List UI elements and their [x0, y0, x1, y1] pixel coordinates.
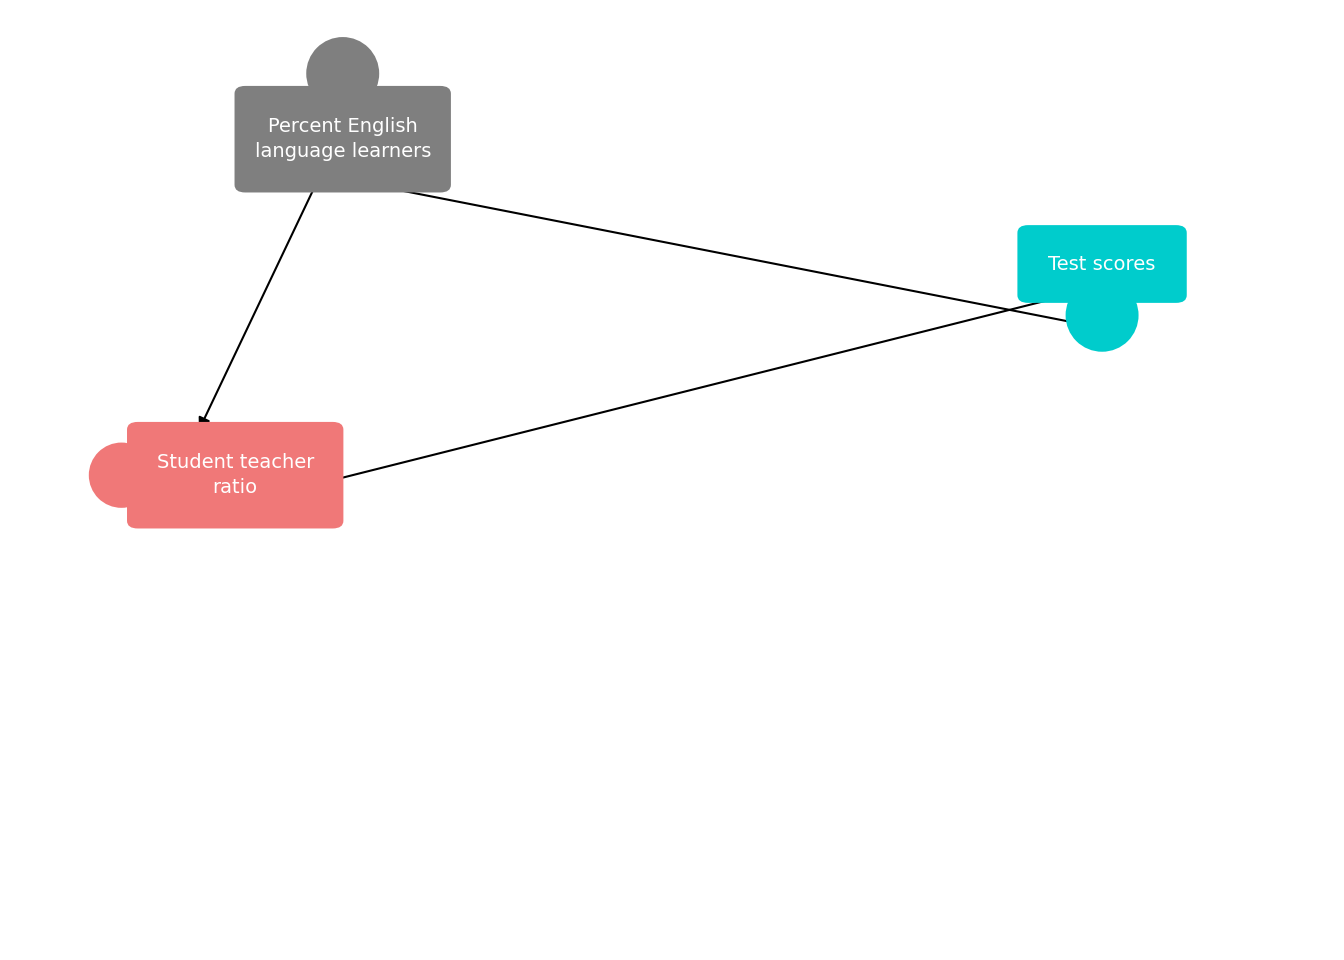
Text: Student teacher
ratio: Student teacher ratio [156, 453, 314, 497]
Ellipse shape [89, 443, 155, 508]
Text: Test scores: Test scores [1048, 254, 1156, 274]
Ellipse shape [306, 37, 379, 110]
FancyBboxPatch shape [126, 422, 343, 528]
FancyBboxPatch shape [1017, 226, 1187, 303]
FancyBboxPatch shape [234, 86, 450, 192]
Text: Percent English
language learners: Percent English language learners [254, 117, 431, 161]
Ellipse shape [1066, 278, 1138, 351]
